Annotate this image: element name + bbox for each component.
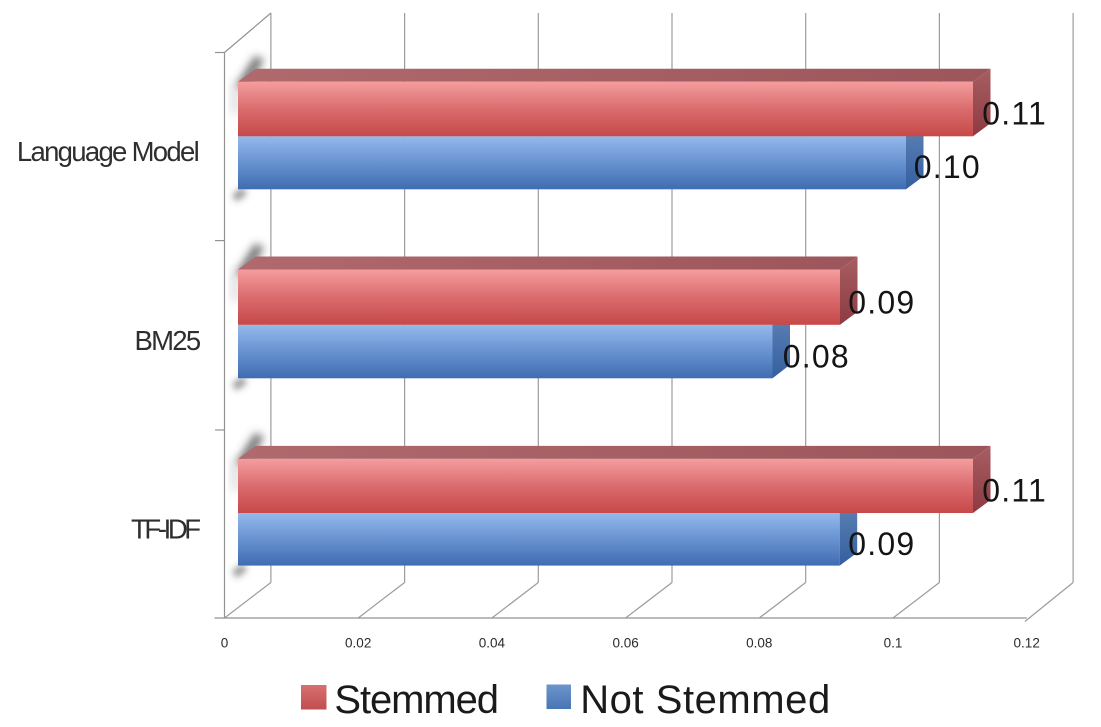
svg-text:BM25: BM25 <box>134 325 200 356</box>
svg-text:0.06: 0.06 <box>612 636 638 651</box>
svg-text:0.09: 0.09 <box>848 285 915 321</box>
svg-text:0.11: 0.11 <box>982 95 1047 131</box>
svg-text:0.02: 0.02 <box>345 636 371 651</box>
svg-text:TF-IDF: TF-IDF <box>131 514 200 545</box>
svg-text:0: 0 <box>221 636 229 651</box>
svg-text:0.08: 0.08 <box>746 636 772 651</box>
svg-text:Stemmed: Stemmed <box>334 678 497 722</box>
svg-text:0.11: 0.11 <box>982 473 1047 509</box>
svg-text:0.04: 0.04 <box>479 636 506 651</box>
svg-text:0.12: 0.12 <box>1014 636 1040 651</box>
svg-text:0.08: 0.08 <box>783 339 850 375</box>
svg-text:0.1: 0.1 <box>884 636 903 651</box>
svg-text:0.09: 0.09 <box>848 526 915 562</box>
svg-text:Language Model: Language Model <box>17 136 199 167</box>
svg-text:Not Stemmed: Not Stemmed <box>580 678 831 722</box>
svg-text:0.10: 0.10 <box>914 149 981 185</box>
